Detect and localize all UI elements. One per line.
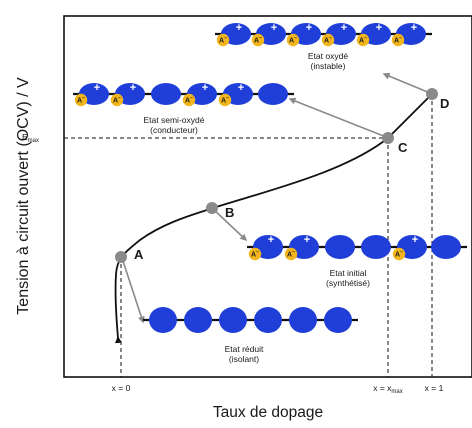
counter-ion (182, 93, 196, 107)
cation-plus: + (238, 82, 244, 94)
counter-ion-label: A− (394, 36, 402, 45)
counter-ion-label: A− (359, 36, 367, 45)
cation-plus: + (94, 82, 100, 94)
cation-plus: + (202, 82, 208, 94)
caption-initial-line1: Etat initial (330, 268, 367, 278)
cation-plus: + (376, 22, 382, 34)
chain-oxydized: + A− + A− + A− + A− + A− + A− (215, 22, 432, 47)
arrow-c-to-semi (288, 97, 387, 138)
polymer-unit (219, 307, 247, 333)
marker-b (206, 202, 218, 214)
x-axis-label: Taux de dopage (213, 404, 323, 421)
polymer-unit (254, 307, 282, 333)
counter-ion (248, 247, 262, 261)
polymer-unit (431, 235, 461, 259)
arrow-d-to-oxydized (382, 72, 431, 94)
caption-reduced-line1: Etat réduit (225, 344, 264, 354)
polymer-unit (184, 307, 212, 333)
cation-plus: + (271, 22, 277, 34)
counter-ion (356, 33, 370, 47)
caption-oxydized-line2: (instable) (311, 61, 346, 71)
counter-ion (110, 93, 124, 107)
counter-ion (218, 93, 232, 107)
x-tick-xmax: x = xmax (373, 383, 403, 395)
chain-reduced (143, 307, 358, 333)
chain-initial: + A− + A− + A− (247, 234, 467, 261)
polymer-unit (325, 235, 355, 259)
counter-ion-label: A− (251, 250, 259, 259)
x-tick-zero: x = 0 (112, 383, 131, 393)
plot-frame (63, 15, 472, 378)
cation-plus: + (130, 82, 136, 94)
cation-plus: + (268, 234, 274, 246)
guide-lines (64, 94, 433, 377)
counter-ion-label: A− (287, 250, 295, 259)
counter-ion (391, 33, 405, 47)
counter-ion-label: A− (77, 96, 85, 105)
polymer-unit (258, 83, 288, 105)
counter-ion-label: A− (289, 36, 297, 45)
counter-ion (286, 33, 300, 47)
point-label-a: A (134, 247, 144, 262)
x-tick-one: x = 1 (425, 383, 444, 393)
counter-ion-label: A− (254, 36, 262, 45)
caption-semi-line2: (conducteur) (150, 125, 198, 135)
cation-plus: + (412, 234, 418, 246)
chain-semi-oxydized: + A− + A− + A− + A− (73, 82, 294, 107)
marker-d (426, 88, 438, 100)
polymer-unit (151, 83, 181, 105)
y-axis-label: Tension à circuit ouvert (OCV) / V (15, 77, 32, 315)
counter-ion (216, 33, 230, 47)
polymer-unit (324, 307, 352, 333)
state-arrows (121, 72, 431, 324)
polymer-chains: + A− + A− + A− + A− + A− + A− + A− + A− + A− + A− + A− + A− + A− (73, 22, 467, 333)
counter-ion (321, 33, 335, 47)
counter-ion-label: A− (185, 96, 193, 105)
arrow-b-to-initial (211, 207, 248, 242)
cation-plus: + (236, 22, 242, 34)
polymer-unit (149, 307, 177, 333)
counter-ion-label: A− (113, 96, 121, 105)
caption-oxydized-line1: Etat oxydé (308, 51, 348, 61)
polymer-unit (361, 235, 391, 259)
caption-semi-line1: Etat semi-oxydé (144, 115, 205, 125)
arrow-a-to-reduced (121, 257, 145, 324)
counter-ion-label: A− (219, 36, 227, 45)
counter-ion (74, 93, 88, 107)
counter-ion (251, 33, 265, 47)
caption-reduced-line2: (isolant) (229, 354, 259, 364)
caption-initial-line2: (synthétisé) (326, 278, 370, 288)
counter-ion-label: A− (221, 96, 229, 105)
cation-plus: + (304, 234, 310, 246)
cation-plus: + (306, 22, 312, 34)
cation-plus: + (341, 22, 347, 34)
marker-c (382, 132, 394, 144)
polymer-unit (289, 307, 317, 333)
counter-ion-label: A− (324, 36, 332, 45)
point-label-d: D (440, 96, 449, 111)
emax-label: Emax (22, 132, 39, 144)
cation-plus: + (411, 22, 417, 34)
point-label-c: C (398, 140, 408, 155)
counter-ion (392, 247, 406, 261)
point-markers (115, 88, 438, 263)
marker-a (115, 251, 127, 263)
counter-ion-label: A− (395, 250, 403, 259)
counter-ion (284, 247, 298, 261)
point-label-b: B (225, 205, 234, 220)
